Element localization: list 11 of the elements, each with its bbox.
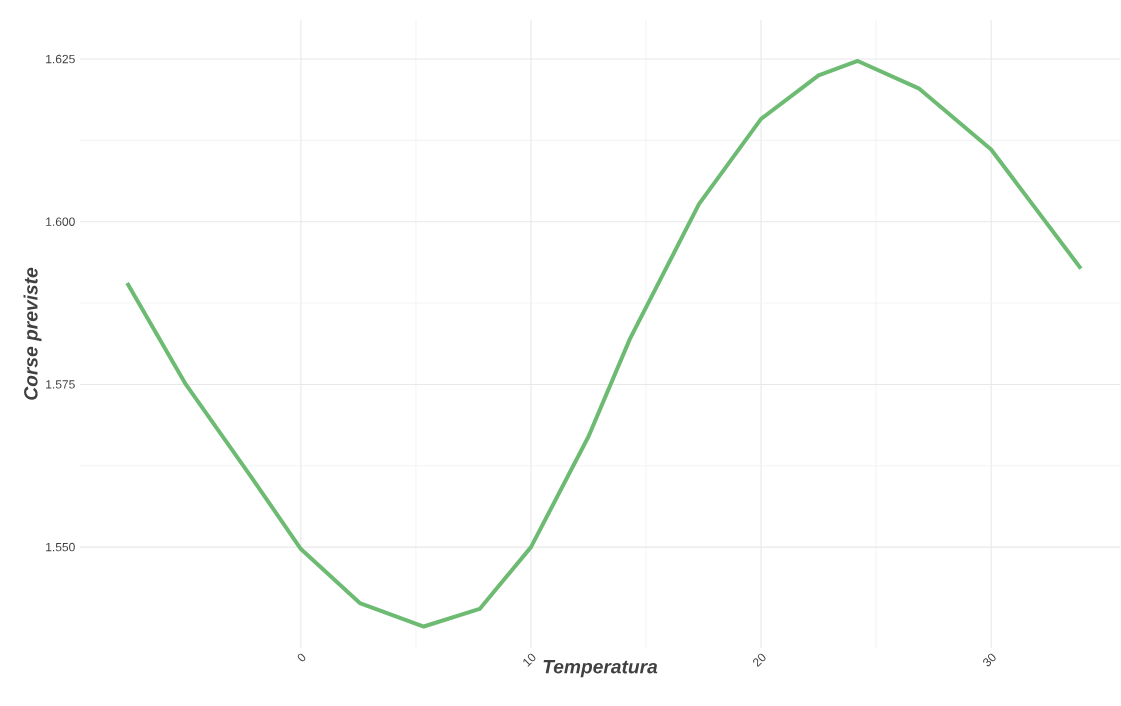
x-tick-label: 30 — [983, 653, 996, 667]
line-series — [125, 58, 1083, 629]
y-tick-label: 1.550 — [46, 542, 75, 552]
y-axis-title: Corse previste — [23, 267, 42, 400]
x-tick-label: 20 — [753, 653, 766, 668]
y-tick-label: 1.625 — [46, 54, 75, 64]
y-tick-label: 1.600 — [46, 217, 75, 226]
x-axis-title: Temperatura — [543, 660, 658, 678]
x-tick-label: 0 — [297, 653, 306, 662]
y-tick-label: 1.575 — [46, 380, 75, 389]
x-tick-label: 10 — [523, 653, 536, 667]
